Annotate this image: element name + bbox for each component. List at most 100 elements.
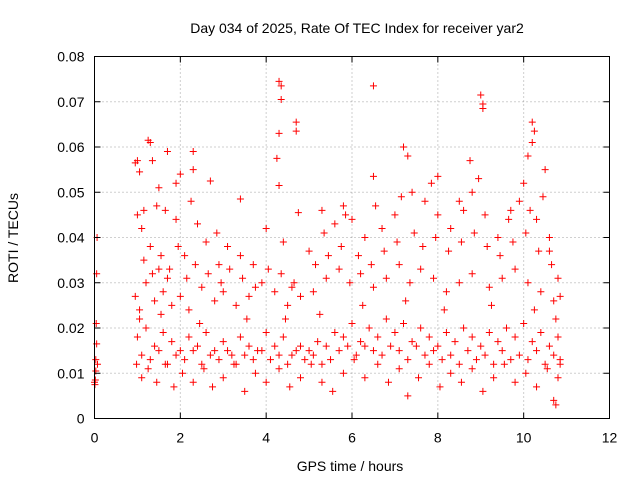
data-point [485,329,493,337]
data-point [337,243,345,251]
data-point [174,243,182,251]
data-point [155,347,163,355]
data-point [219,338,227,346]
data-point [430,274,438,282]
data-point [249,261,257,269]
data-point [500,360,508,368]
data-point [507,206,515,214]
data-point [251,369,259,377]
data-point [172,351,180,359]
y-tick-label: 0.04 [57,230,84,246]
data-point [384,378,392,386]
x-tick-label: 2 [176,430,184,446]
data-point [316,310,324,318]
data-point [172,179,180,187]
data-point [224,243,232,251]
data-point [133,360,141,368]
data-point [494,338,502,346]
data-point [511,333,519,341]
data-point [511,378,519,386]
data-point [215,261,223,269]
data-point [393,238,401,246]
data-point [178,369,186,377]
data-point [314,338,322,346]
data-point [183,274,191,282]
data-point [241,351,249,359]
data-point [419,243,427,251]
data-point [136,168,144,176]
data-point [318,206,326,214]
data-point [434,172,442,180]
data-point [133,333,141,341]
data-point [189,347,197,355]
data-point [307,360,315,368]
data-point [318,360,326,368]
data-point [483,243,491,251]
data-point [468,270,476,278]
data-point [477,91,485,99]
data-point [503,324,510,332]
data-point [94,360,102,368]
data-point [395,365,403,373]
data-point [352,351,360,359]
data-point [335,265,343,273]
y-tick-label: 0.01 [57,365,84,381]
data-point [374,333,382,341]
data-point [468,365,476,373]
data-point [138,374,146,382]
data-point [226,265,234,273]
data-point [550,351,558,359]
data-point [541,360,549,368]
data-point [170,383,178,391]
y-tick-label: 0 [77,411,85,427]
data-point [277,95,285,103]
data-point [515,351,523,359]
data-point [305,247,313,255]
data-point [543,365,551,373]
data-point [472,356,480,364]
data-point [324,252,332,260]
data-point [498,347,506,355]
data-point [181,252,189,260]
data-point [322,342,330,350]
data-point [166,265,174,273]
y-tick-label: 0.05 [57,184,84,200]
data-point [236,333,244,341]
data-point [297,374,304,382]
data-point [410,229,418,237]
data-point [391,329,399,337]
data-point [305,347,313,355]
data-point [470,229,478,237]
data-point [224,347,232,355]
data-point [438,356,446,364]
data-point [136,315,144,323]
data-point [522,369,530,377]
data-point [297,342,304,350]
data-point [556,292,564,300]
data-point [479,105,487,113]
data-point [524,279,532,287]
data-point [284,301,292,309]
data-points-layer [91,77,564,409]
data-point [490,374,498,382]
data-point [189,378,197,386]
data-point [468,188,476,196]
data-point [284,360,292,368]
data-point [163,148,171,156]
data-point [198,283,206,291]
data-point [402,297,410,305]
data-point [142,279,150,287]
data-point [217,279,225,287]
data-point [148,157,156,165]
data-point [288,283,296,291]
data-point [535,247,543,255]
data-point [187,197,195,205]
data-point [505,215,513,223]
ticks-layer: 0 0.01 0.02 0.03 0.04 0.05 0.06 0.07 0.08 0 2 4 6 8 10… [57,49,617,446]
data-point [262,329,270,337]
data-point [457,378,465,386]
data-point [163,274,171,282]
data-point [404,356,412,364]
data-point [554,274,562,282]
